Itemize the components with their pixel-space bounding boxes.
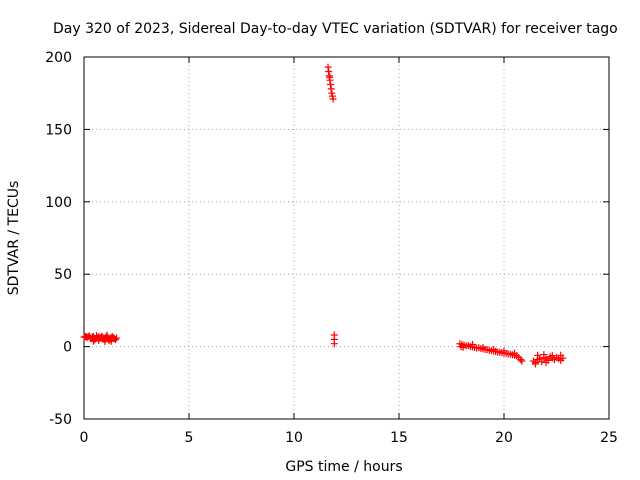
axis-ticks: 0 5 10 15 20 25 -50 0 50 100 150 200	[45, 50, 618, 446]
x-axis-label: GPS time / hours	[285, 459, 402, 475]
data-point	[538, 358, 546, 366]
chart-title: Day 320 of 2023, Sidereal Day-to-day VTE…	[53, 21, 618, 37]
data-point	[113, 334, 121, 342]
x-tick-label: 5	[185, 430, 194, 446]
x-tick-label: 0	[80, 430, 89, 446]
data-point	[327, 85, 335, 93]
data-point	[103, 331, 111, 339]
data-point	[107, 337, 115, 345]
data-point	[479, 343, 487, 351]
y-tick-label: 200	[45, 50, 72, 66]
data-point	[532, 360, 539, 368]
data-point	[490, 345, 497, 353]
data-point	[324, 63, 332, 71]
data-point	[101, 338, 109, 346]
data-point	[327, 81, 335, 89]
data-series-sdtvar	[80, 63, 567, 368]
data-point	[511, 349, 518, 357]
y-tick-label: 150	[45, 122, 72, 138]
x-tick-label: 10	[285, 430, 303, 446]
data-point	[517, 356, 525, 364]
data-point	[330, 340, 338, 348]
x-tick-label: 25	[600, 430, 618, 446]
data-point	[548, 352, 556, 360]
x-tick-label: 15	[390, 430, 408, 446]
data-point	[95, 337, 103, 345]
y-tick-label: 0	[63, 340, 72, 356]
y-axis-label: SDTVAR / TECUs	[6, 181, 22, 296]
grid-lines	[84, 57, 609, 419]
data-point	[326, 73, 334, 81]
data-point	[500, 347, 508, 355]
y-tick-label: 50	[54, 267, 72, 283]
data-point	[518, 357, 526, 365]
plot-frame	[83, 56, 610, 420]
y-tick-label: -50	[49, 412, 72, 428]
data-point	[93, 332, 101, 340]
data-point	[540, 351, 548, 359]
data-point	[325, 67, 333, 75]
x-tick-label: 20	[495, 430, 513, 446]
data-point	[469, 340, 476, 348]
data-point	[112, 336, 119, 344]
data-point	[542, 359, 550, 367]
y-tick-label: 100	[45, 195, 72, 211]
data-point	[329, 95, 337, 103]
data-point	[557, 351, 565, 359]
data-point	[534, 351, 542, 359]
